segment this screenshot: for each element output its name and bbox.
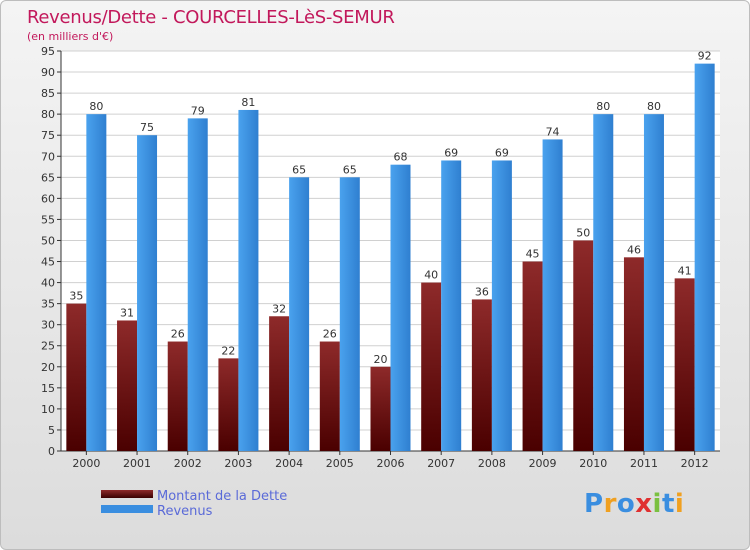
data-label-revenus: 80 <box>647 100 661 113</box>
bar-dette <box>117 320 138 451</box>
data-label-dette: 45 <box>526 248 540 261</box>
y-tick-label: 70 <box>41 150 55 163</box>
data-label-dette: 50 <box>576 226 590 239</box>
data-label-revenus: 80 <box>89 100 103 113</box>
x-tick-label: 2004 <box>275 457 303 470</box>
x-tick-label: 2006 <box>377 457 405 470</box>
data-label-revenus: 79 <box>191 104 205 117</box>
data-label-dette: 40 <box>424 269 438 282</box>
bar-revenus <box>390 164 411 451</box>
data-label-dette: 26 <box>323 328 337 341</box>
data-label-dette: 36 <box>475 285 489 298</box>
bar-dette <box>218 358 239 451</box>
x-tick-label: 2009 <box>529 457 557 470</box>
proxiti-logo: Proxiti <box>584 489 685 519</box>
data-label-revenus: 65 <box>292 163 306 176</box>
bar-dette <box>269 316 290 451</box>
y-tick-label: 20 <box>41 361 55 374</box>
bar-dette <box>623 257 644 451</box>
y-tick-label: 15 <box>41 382 55 395</box>
bar-revenus <box>542 139 563 451</box>
x-tick-label: 2012 <box>681 457 709 470</box>
data-label-dette: 26 <box>171 328 185 341</box>
y-tick-label: 65 <box>41 171 55 184</box>
data-label-dette: 32 <box>272 302 286 315</box>
x-tick-label: 2005 <box>326 457 354 470</box>
data-label-dette: 31 <box>120 306 134 319</box>
data-label-dette: 20 <box>374 353 388 366</box>
legend-label-debt: Montant de la Dette <box>157 489 287 504</box>
legend-swatch-debt <box>101 490 153 498</box>
data-label-revenus: 80 <box>596 100 610 113</box>
data-label-revenus: 75 <box>140 121 154 134</box>
y-tick-label: 25 <box>41 340 55 353</box>
legend-label-revenus: Revenus <box>157 504 213 519</box>
y-tick-label: 40 <box>41 277 55 290</box>
bar-dette <box>522 261 543 451</box>
y-tick-label: 95 <box>41 45 55 58</box>
bar-dette <box>421 282 442 451</box>
data-label-dette: 41 <box>678 264 692 277</box>
data-label-dette: 35 <box>69 290 83 303</box>
x-tick-label: 2000 <box>72 457 100 470</box>
data-label-dette: 22 <box>221 344 235 357</box>
bar-revenus <box>339 177 360 451</box>
bar-revenus <box>289 177 310 451</box>
y-tick-label: 60 <box>41 192 55 205</box>
data-label-revenus: 65 <box>343 163 357 176</box>
y-tick-label: 30 <box>41 319 55 332</box>
data-label-revenus: 68 <box>394 151 408 164</box>
data-label-revenus: 92 <box>698 50 712 63</box>
data-label-revenus: 74 <box>546 125 560 138</box>
bar-revenus <box>491 160 512 451</box>
bar-revenus <box>694 63 715 451</box>
data-label-revenus: 69 <box>495 146 509 159</box>
y-tick-label: 55 <box>41 213 55 226</box>
bar-revenus <box>593 114 614 451</box>
y-tick-label: 0 <box>48 445 55 458</box>
data-label-revenus: 69 <box>444 146 458 159</box>
y-tick-label: 90 <box>41 66 55 79</box>
data-label-revenus: 81 <box>241 96 255 109</box>
chart-title: Revenus/Dette - COURCELLES-LèS-SEMUR <box>27 7 395 28</box>
y-tick-label: 50 <box>41 234 55 247</box>
x-tick-label: 2003 <box>224 457 252 470</box>
bar-dette <box>573 240 594 451</box>
bar-revenus <box>187 118 208 452</box>
y-tick-label: 5 <box>48 424 55 437</box>
bar-revenus <box>238 109 259 452</box>
x-tick-label: 2002 <box>174 457 202 470</box>
bar-revenus <box>86 114 107 451</box>
data-label-dette: 46 <box>627 243 641 256</box>
x-tick-label: 2001 <box>123 457 151 470</box>
x-tick-label: 2007 <box>427 457 455 470</box>
y-tick-label: 45 <box>41 256 55 269</box>
chart-subtitle: (en milliers d'€) <box>27 30 114 43</box>
bar-dette <box>319 341 340 451</box>
bar-dette <box>471 299 492 451</box>
bar-revenus <box>441 160 462 451</box>
bar-dette <box>370 366 391 451</box>
y-tick-label: 75 <box>41 129 55 142</box>
bar-dette <box>167 341 188 451</box>
y-tick-label: 85 <box>41 87 55 100</box>
x-tick-label: 2011 <box>630 457 658 470</box>
x-tick-label: 2010 <box>579 457 607 470</box>
bar-revenus <box>137 135 158 452</box>
legend-swatch-revenus <box>101 505 153 513</box>
bar-revenus <box>643 114 664 451</box>
bar-dette <box>66 303 87 451</box>
x-tick-label: 2008 <box>478 457 506 470</box>
y-tick-label: 10 <box>41 403 55 416</box>
bar-dette <box>674 278 695 451</box>
y-tick-label: 80 <box>41 108 55 121</box>
y-tick-label: 35 <box>41 298 55 311</box>
